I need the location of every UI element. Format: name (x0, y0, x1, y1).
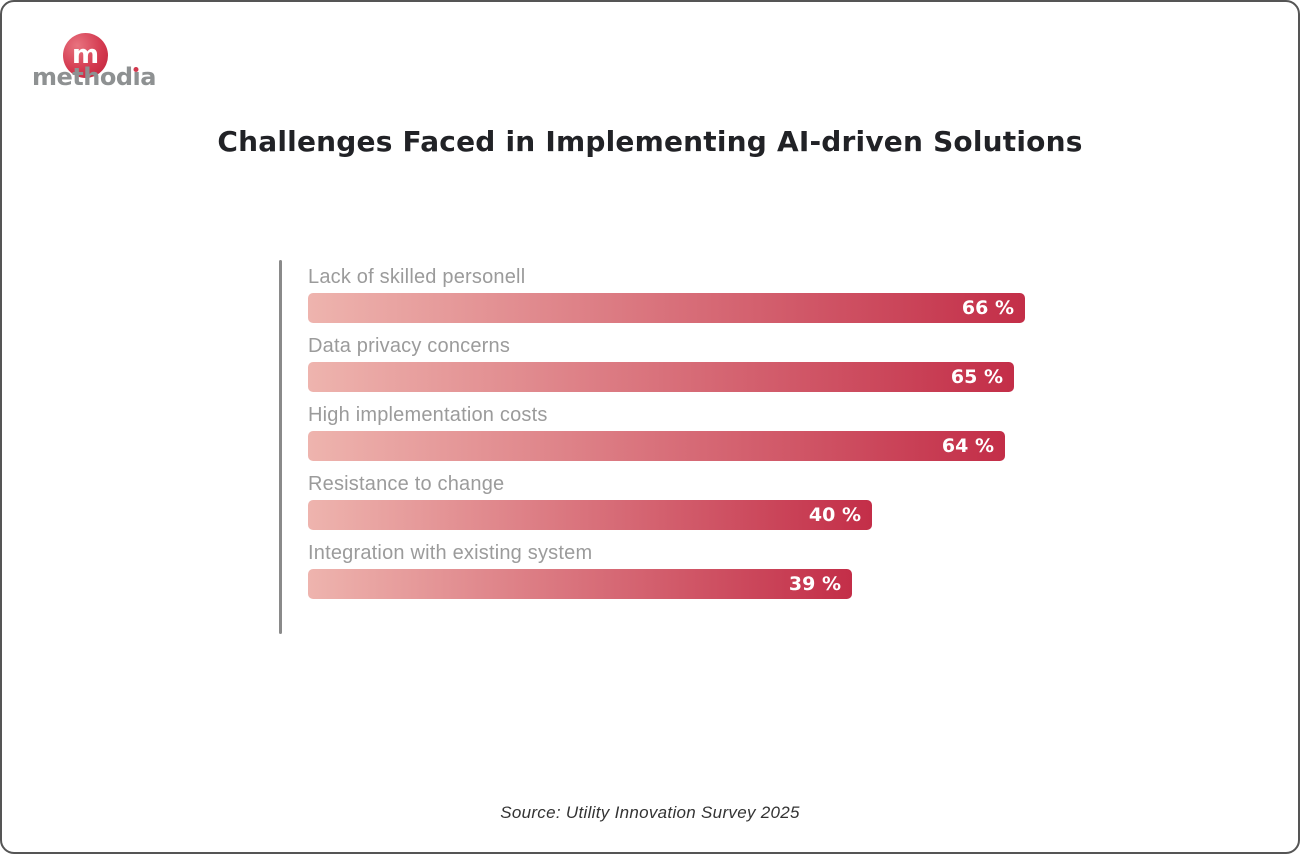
bar-label: High implementation costs (308, 404, 548, 426)
logo-letter: m (71, 39, 100, 70)
logo-i-dot-icon (133, 67, 139, 72)
bar-row: Integration with existing system 39 % (308, 541, 1048, 599)
bar: 66 % (308, 293, 1025, 323)
bar-label: Lack of skilled personell (308, 266, 526, 288)
methodia-logo-icon: m (63, 33, 108, 78)
methodia-logo: m methodı a (32, 31, 172, 91)
bar-value-label: 66 % (961, 297, 1014, 319)
bar-value-label: 40 % (808, 504, 861, 526)
bar-value-label: 65 % (950, 366, 1003, 388)
bar: 40 % (308, 500, 872, 530)
chart-title: Challenges Faced in Implementing AI-driv… (217, 125, 1083, 158)
bar-label: Data privacy concerns (308, 335, 511, 357)
wordmark-pre: method (32, 63, 133, 91)
bar-row: High implementation costs 64 % (308, 403, 1048, 461)
wordmark-post: a (140, 63, 156, 91)
bar-row: Lack of skilled personell 66 % (308, 265, 1048, 323)
bar: 39 % (308, 569, 852, 599)
bar-row: Resistance to change 40 % (308, 472, 1048, 530)
source-note: Source: Utility Innovation Survey 2025 (500, 803, 800, 822)
bar: 64 % (308, 431, 1005, 461)
wordmark-i: ı (133, 64, 141, 90)
methodia-wordmark: methodı a (32, 64, 156, 90)
bar-chart: Lack of skilled personell 66 % Data priv… (279, 260, 1048, 634)
bar: 65 % (308, 362, 1014, 392)
bar-value-label: 64 % (941, 435, 994, 457)
bar-row: Data privacy concerns 65 % (308, 334, 1048, 392)
bar-rows: Lack of skilled personell 66 % Data priv… (308, 260, 1048, 599)
bar-label: Integration with existing system (308, 542, 593, 564)
bar-value-label: 39 % (788, 573, 841, 595)
axis-line (279, 260, 282, 634)
bar-label: Resistance to change (308, 473, 505, 495)
wordmark-i-glyph: ı (132, 63, 141, 91)
